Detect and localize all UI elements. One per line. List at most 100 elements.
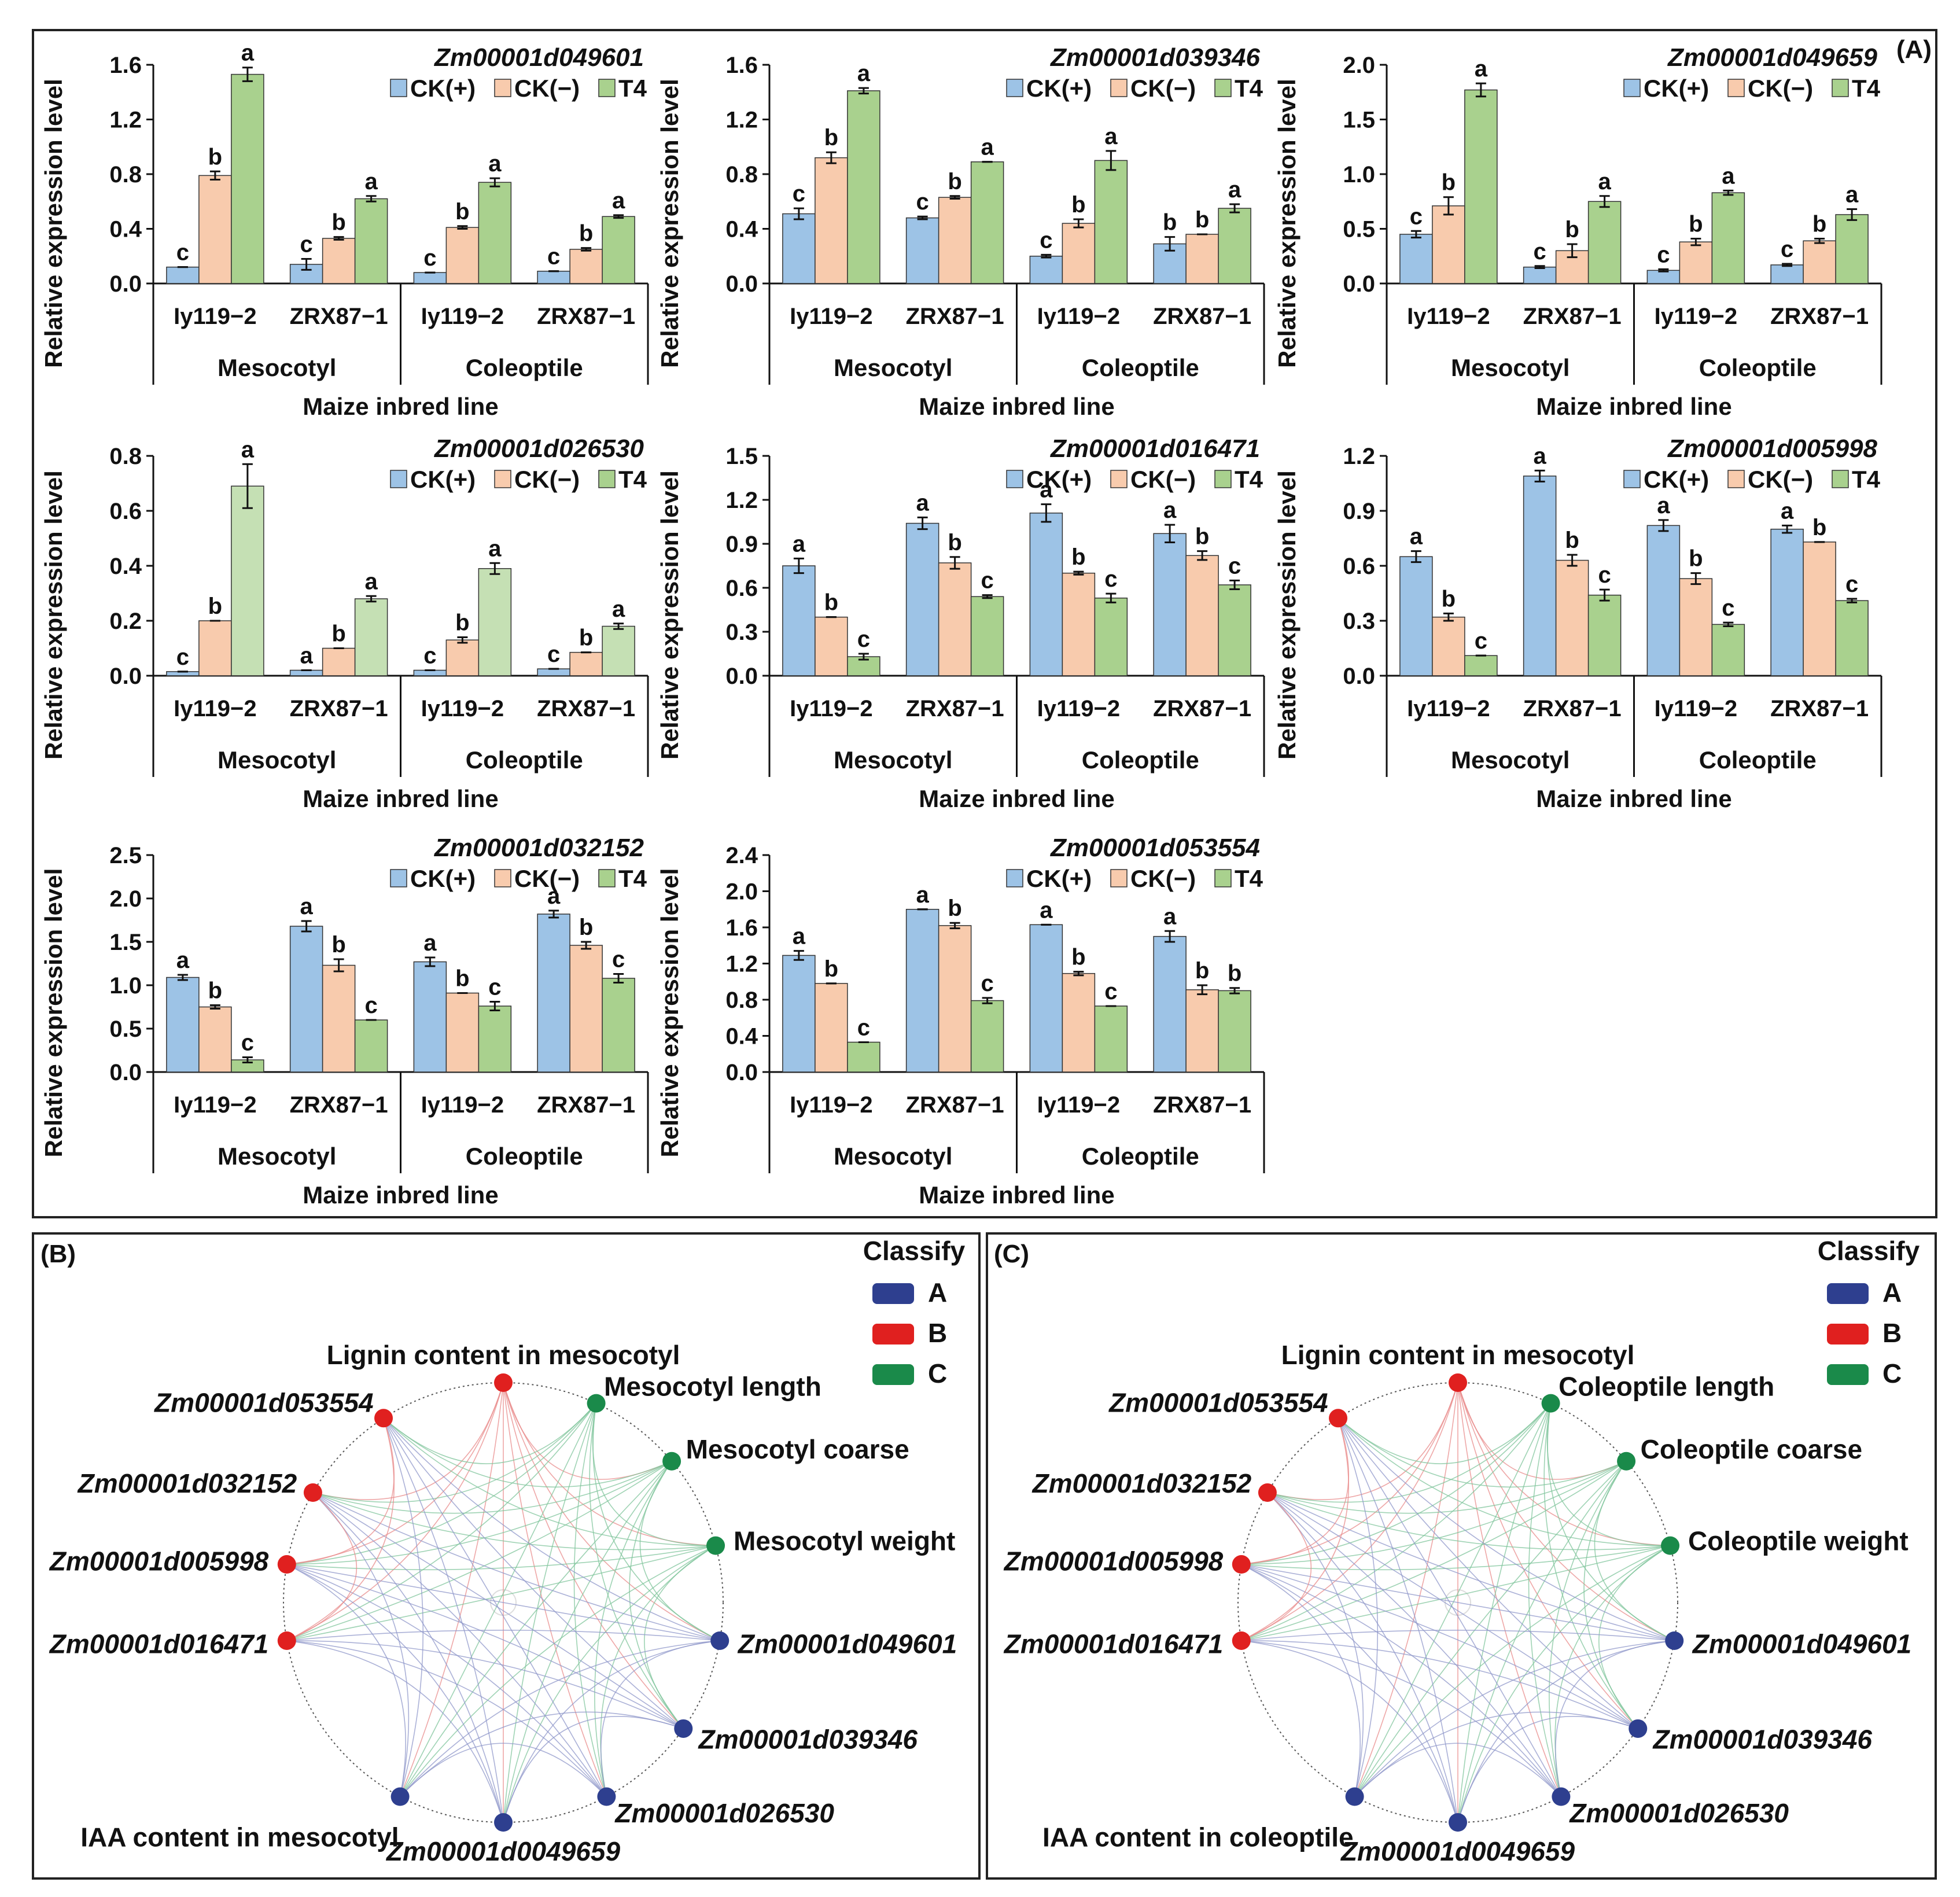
bar (413, 272, 447, 284)
significance-letter: c (241, 1030, 254, 1056)
y-tick-label: 0.0 (109, 664, 142, 689)
significance-letter: b (1812, 212, 1826, 237)
bar (1464, 89, 1498, 284)
y-tick-label: 0.0 (109, 1060, 142, 1085)
bar (537, 913, 570, 1073)
chart-Zm00001d049601: 0.0 0.4 0.8 1.2 1.6 Relative expression level… (40, 40, 649, 420)
bar (1523, 266, 1557, 284)
bar (354, 1019, 388, 1073)
network-node (303, 1483, 322, 1502)
significance-letter: a (423, 930, 437, 956)
network-node (1661, 1536, 1680, 1555)
y-tick-label: 0.0 (1343, 271, 1375, 297)
chart-title: Zm00001d049659 (1667, 43, 1878, 72)
network-edge (1241, 1418, 1349, 1565)
network-edge (312, 1461, 672, 1514)
bar (970, 161, 1004, 284)
legend-label: CK(+) (1026, 466, 1092, 493)
bar (198, 620, 232, 676)
significance-letter: a (612, 596, 625, 622)
network-edge (383, 1417, 607, 1797)
panel-a-frame (32, 29, 1937, 1218)
significance-letter: a (300, 643, 314, 669)
significance-letter: c (1475, 628, 1487, 654)
network-edge (1267, 1403, 1552, 1503)
bar (1587, 201, 1622, 284)
network-node-label: Zm00001d053554 (1108, 1387, 1328, 1417)
bar (413, 961, 447, 1073)
y-tick-label: 0.0 (1343, 664, 1375, 689)
network-edge (1267, 1382, 1458, 1500)
network-node-label: Zm00001d016471 (49, 1629, 269, 1659)
bar (815, 157, 848, 284)
y-tick-label: 1.0 (109, 973, 142, 999)
x-tick-label: Iy119−2 (421, 1092, 504, 1118)
bar (445, 227, 480, 284)
x-tick-label: Iy119−2 (1037, 1092, 1121, 1118)
legend-swatch (1727, 470, 1745, 488)
network-edge (1241, 1461, 1627, 1641)
tissue-label: Coleoptile (466, 354, 583, 381)
network-node (662, 1452, 681, 1471)
bar (1835, 600, 1869, 676)
bar (1679, 578, 1713, 676)
y-axis-label: Relative expression level (1273, 470, 1300, 760)
network-edge (1338, 1417, 1638, 1729)
network-node (374, 1409, 393, 1428)
significance-letter: b (331, 621, 345, 647)
legend-label: CK(−) (514, 466, 580, 493)
legend-label: CK(−) (1130, 865, 1196, 892)
network-node-label: Mesocotyl weight (734, 1526, 955, 1556)
legend-label: CK(+) (410, 466, 476, 493)
y-tick-label: 0.6 (109, 499, 142, 524)
bar (602, 625, 635, 676)
network-edge (1267, 1492, 1671, 1550)
network-node (494, 1813, 513, 1832)
significance-letter: b (1195, 958, 1209, 984)
chart-Zm00001d049659: 0.0 0.5 1.0 1.5 2.0 Relative expression level… (1273, 43, 1882, 420)
x-tick-label: ZRX87−1 (537, 1092, 635, 1118)
network-node (1617, 1452, 1636, 1471)
network-edge (286, 1564, 720, 1641)
network-edge (286, 1545, 716, 1641)
legend-swatch (1827, 1324, 1869, 1345)
bar (1185, 234, 1219, 284)
x-tick-label: ZRX87−1 (1153, 696, 1251, 721)
bar (537, 668, 570, 676)
y-tick-label: 0.3 (725, 620, 758, 645)
y-tick-label: 0.6 (1343, 554, 1375, 579)
chart-title: Zm00001d026530 (433, 434, 644, 463)
bar (198, 1006, 232, 1073)
significance-letter: b (1163, 210, 1177, 235)
network-edge (312, 1492, 607, 1797)
x-axis-label: Maize inbred line (1536, 785, 1731, 812)
legend-swatch (1827, 1283, 1869, 1304)
legend-label: CK(+) (1026, 75, 1092, 102)
network-edge (1338, 1417, 1562, 1797)
network-edge (1241, 1403, 1552, 1565)
significance-letter: c (547, 642, 560, 667)
bar (815, 616, 848, 676)
bar (322, 647, 356, 676)
bar (1185, 989, 1219, 1073)
legend-label: CK(+) (410, 865, 476, 892)
chart-Zm00001d005998: 0.0 0.3 0.6 0.9 1.2 Relative expression level… (1273, 434, 1882, 812)
x-tick-label: ZRX87−1 (1770, 696, 1869, 721)
bar (569, 945, 603, 1073)
tissue-label: Coleoptile (466, 746, 583, 773)
x-axis-label: Maize inbred line (303, 1181, 498, 1209)
legend-label: T4 (1852, 466, 1881, 493)
network-node-label: Mesocotyl length (604, 1372, 821, 1402)
network-edge (312, 1492, 684, 1729)
x-tick-label: ZRX87−1 (906, 1092, 1004, 1118)
tissue-label: Mesocotyl (1451, 746, 1570, 773)
network-edge (503, 1382, 720, 1641)
y-tick-label: 0.2 (109, 609, 142, 634)
bar (782, 213, 816, 284)
bar (905, 522, 940, 676)
legend-label: T4 (618, 865, 647, 892)
y-tick-label: 1.5 (1343, 108, 1375, 133)
